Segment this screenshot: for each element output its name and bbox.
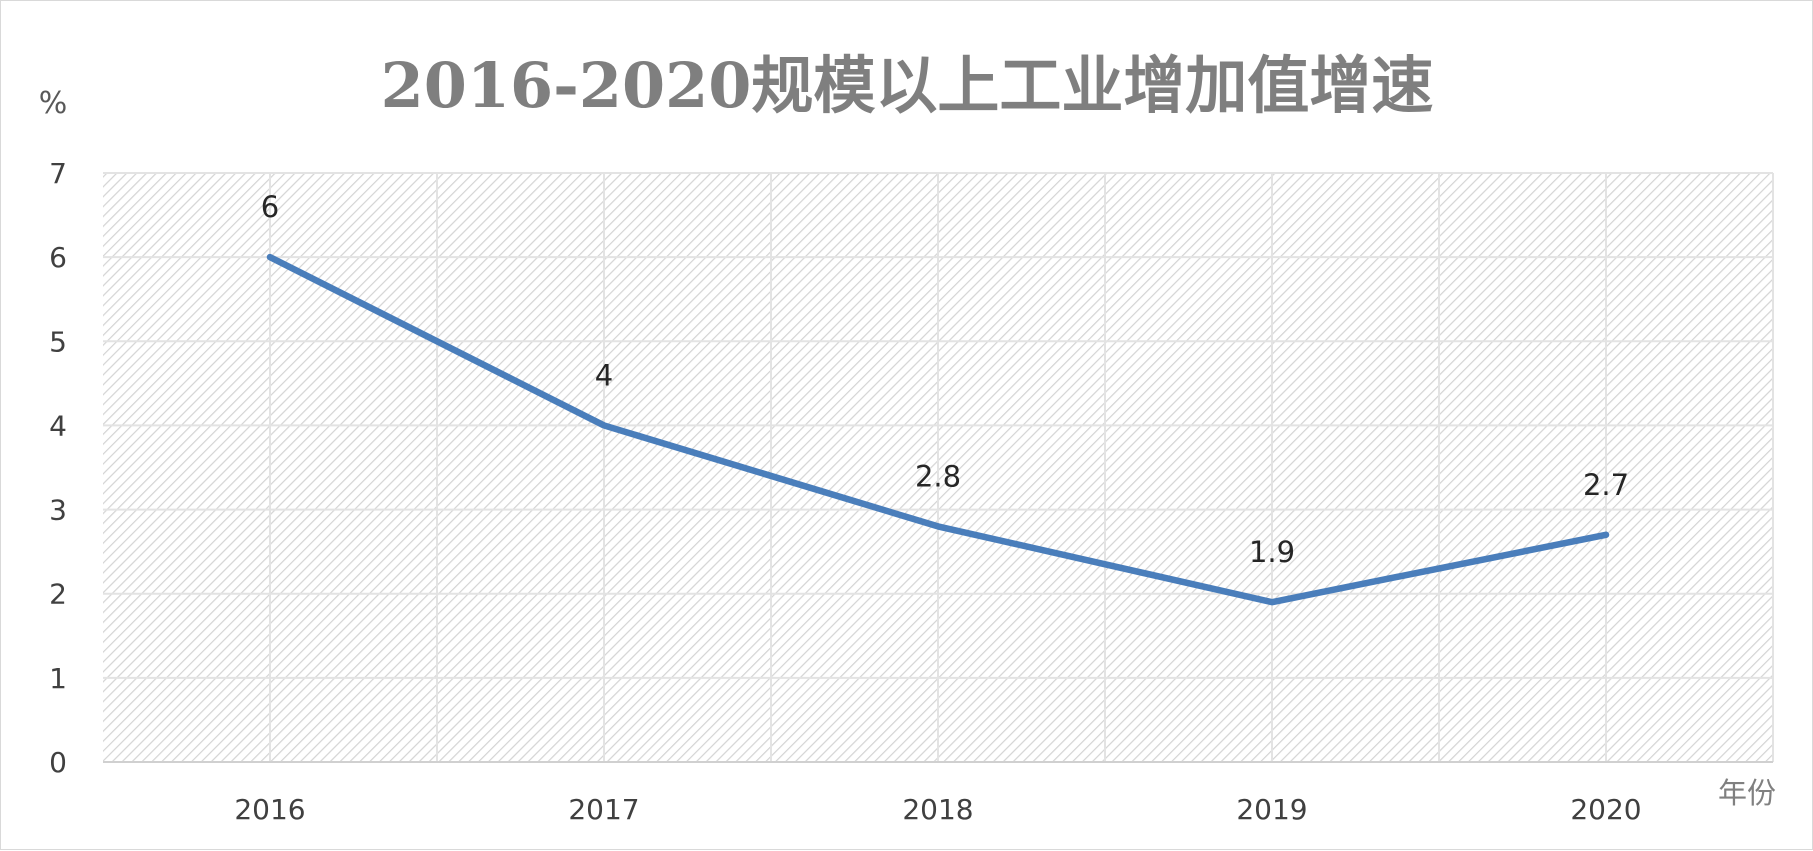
data-point [1603, 531, 1609, 538]
x-tick-label: 2019 [1236, 793, 1307, 826]
x-axis-name: 年份 [1718, 776, 1776, 810]
y-tick-label: 2 [49, 578, 67, 611]
series-layer [266, 253, 1610, 606]
data-label: 4 [595, 358, 613, 392]
data-label: 2.7 [1583, 468, 1629, 502]
data-point [935, 523, 941, 530]
x-tick-label: 2020 [1570, 793, 1641, 826]
chart-title: 2016-2020规模以上工业增加值增速 [381, 49, 1434, 122]
y-tick-label: 0 [49, 746, 67, 779]
x-tick-label: 2017 [568, 793, 639, 826]
y-tick-label: 7 [49, 157, 67, 190]
data-label: 6 [261, 190, 279, 224]
y-tick-label: 4 [49, 409, 67, 442]
data-point [267, 254, 273, 261]
x-tick-label: 2018 [902, 793, 973, 826]
data-label: 2.8 [915, 459, 961, 493]
y-tick-label: 3 [49, 494, 67, 527]
data-point [1269, 599, 1275, 606]
y-axis-unit: % [39, 86, 68, 121]
grid-lines [103, 172, 1774, 762]
x-tick-label: 2016 [234, 793, 305, 826]
y-tick-label: 5 [49, 325, 67, 358]
y-tick-label: 1 [49, 662, 67, 695]
data-labels: 6 4 2.8 1.9 2.7 [261, 190, 1629, 569]
y-tick-label: 6 [49, 241, 67, 274]
data-label: 1.9 [1249, 535, 1295, 569]
data-point [601, 422, 607, 429]
axes: 0 1 2 3 4 5 6 7 2016 2017 2018 2019 2020 [49, 157, 1773, 826]
